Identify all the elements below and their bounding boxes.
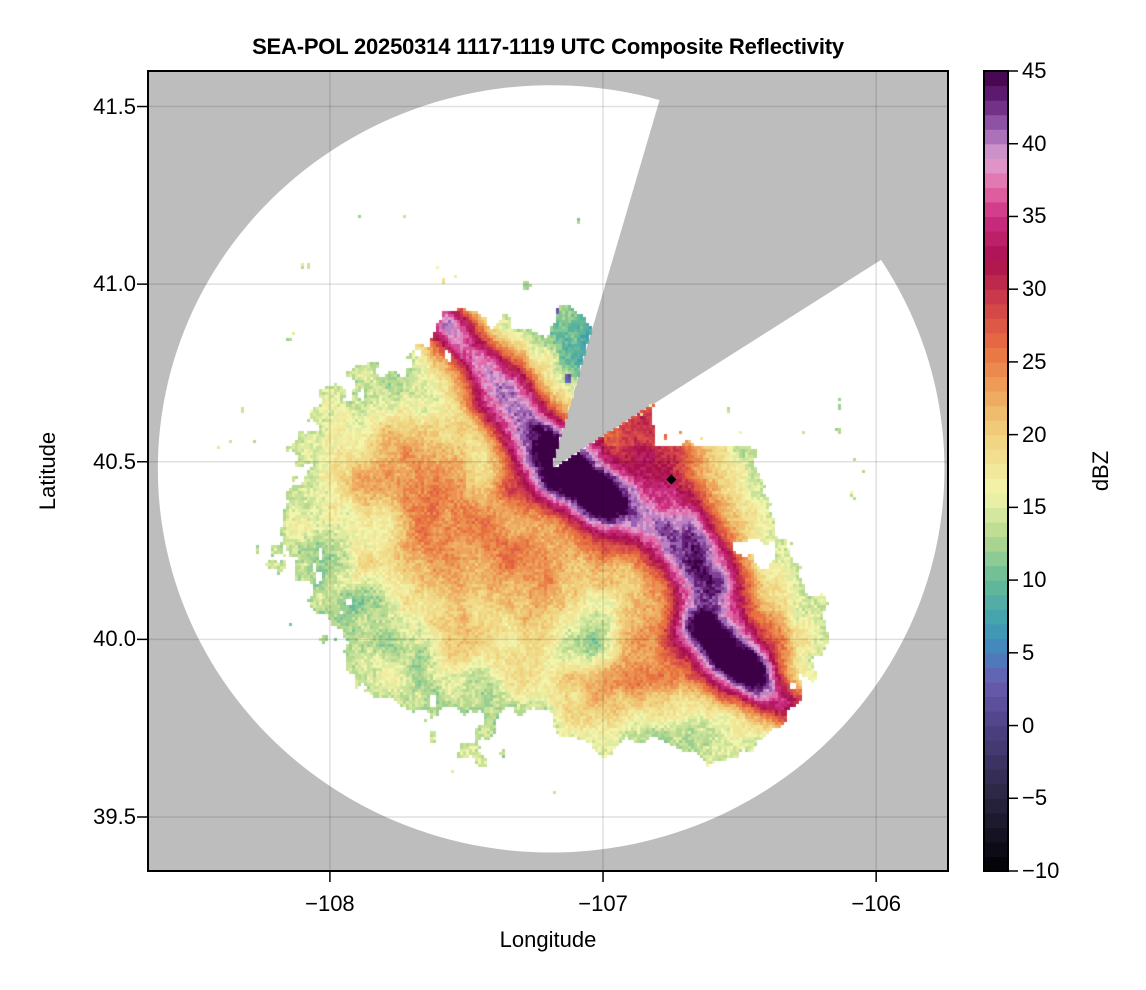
colorbar-bin (984, 361, 1008, 378)
colorbar (983, 70, 1018, 872)
colorbar-tick-label: 0 (1022, 712, 1035, 738)
colorbar-bin (984, 347, 1008, 363)
colorbar-bin (984, 449, 1008, 465)
colorbar-bin (984, 158, 1008, 174)
colorbar-bin (984, 231, 1008, 247)
colorbar-bin (984, 303, 1008, 319)
grid-lines (148, 71, 948, 871)
colorbar-label: dBZ (1088, 450, 1113, 492)
colorbar-bin (984, 100, 1008, 116)
colorbar-bin (984, 172, 1008, 188)
colorbar-bin (984, 376, 1008, 392)
colorbar-bin (984, 565, 1008, 581)
colorbar-bin (984, 740, 1008, 756)
colorbar-bin (984, 711, 1008, 727)
colorbar-bin (984, 85, 1008, 101)
radar-marker-diamond (666, 474, 677, 485)
colorbar-tick-label: −5 (1022, 785, 1048, 811)
colorbar-bin (984, 812, 1008, 828)
colorbar-bin (984, 274, 1008, 290)
y-tick-label: 41.0 (93, 271, 136, 297)
colorbar-bin (984, 783, 1008, 799)
colorbar-bin (984, 551, 1008, 567)
colorbar-bin (984, 667, 1008, 683)
colorbar-bin (984, 391, 1008, 407)
colorbar-bin (984, 434, 1008, 450)
colorbar-bin (984, 420, 1008, 436)
colorbar-bin (984, 478, 1008, 494)
colorbar-bin (984, 681, 1008, 698)
colorbar-bin (984, 289, 1008, 305)
y-axis-label: Latitude (35, 431, 60, 511)
colorbar-bin (984, 609, 1008, 625)
colorbar-bin (984, 405, 1008, 421)
colorbar-bin (984, 318, 1008, 334)
colorbar-tick-label: 40 (1022, 130, 1047, 156)
colorbar-tick-label: 25 (1022, 348, 1047, 374)
colorbar-bin (984, 580, 1008, 596)
colorbar-bin (984, 652, 1008, 668)
colorbar-tick-label: 20 (1022, 421, 1047, 447)
colorbar-bin (984, 463, 1008, 479)
x-tick-label: −106 (851, 891, 901, 916)
colorbar-bin (984, 638, 1008, 654)
colorbar-bin (984, 841, 1008, 858)
colorbar-bin (984, 754, 1008, 770)
colorbar-bin (984, 507, 1008, 523)
colorbar-bin (984, 245, 1008, 261)
colorbar-bin (984, 114, 1008, 130)
chart-title: SEA-POL 20250314 1117-1119 UTC Composite… (252, 34, 844, 59)
colorbar-bin (984, 143, 1008, 159)
colorbar-bin (984, 623, 1008, 639)
x-tick-label: −107 (578, 891, 628, 916)
y-tick-label: 40.0 (93, 626, 136, 652)
x-tick-label: −108 (305, 891, 355, 916)
colorbar-bin (984, 696, 1008, 712)
y-tick-label: 39.5 (93, 804, 136, 829)
colorbar-tick-label: 45 (1022, 58, 1047, 83)
reflectivity-field-container (148, 71, 948, 871)
y-tick-label: 40.5 (93, 448, 136, 474)
colorbar-bin (984, 856, 1008, 872)
colorbar-tick-label: −10 (1022, 858, 1060, 883)
colorbar-tick-label: 10 (1022, 567, 1047, 593)
colorbar-bin (984, 332, 1008, 348)
colorbar-tick-label: 30 (1022, 276, 1047, 302)
colorbar-bin (984, 129, 1008, 145)
plot-frame (147, 70, 949, 872)
colorbar-bin (984, 725, 1008, 741)
colorbar-bin (984, 492, 1008, 508)
colorbar-frame (983, 70, 1009, 872)
y-tick-label: 41.5 (93, 93, 136, 119)
x-axis-label: Longitude (499, 927, 597, 952)
colorbar-tick-label: 35 (1022, 203, 1047, 229)
colorbar-bin (984, 71, 1008, 87)
axis-ticks (137, 105, 877, 882)
colorbar-bin (984, 260, 1008, 276)
colorbar-bin (984, 769, 1008, 785)
colorbar-bin (984, 798, 1008, 814)
colorbar-tick-label: 15 (1022, 494, 1047, 520)
colorbar-tick-label: 5 (1022, 639, 1035, 665)
colorbar-bin (984, 187, 1008, 203)
colorbar-bin (984, 827, 1008, 843)
reflectivity-field (148, 71, 948, 871)
colorbar-bin (984, 536, 1008, 552)
colorbar-bin (984, 521, 1008, 538)
colorbar-bin (984, 201, 1008, 218)
colorbar-bin (984, 594, 1008, 610)
colorbar-bin (984, 216, 1008, 232)
